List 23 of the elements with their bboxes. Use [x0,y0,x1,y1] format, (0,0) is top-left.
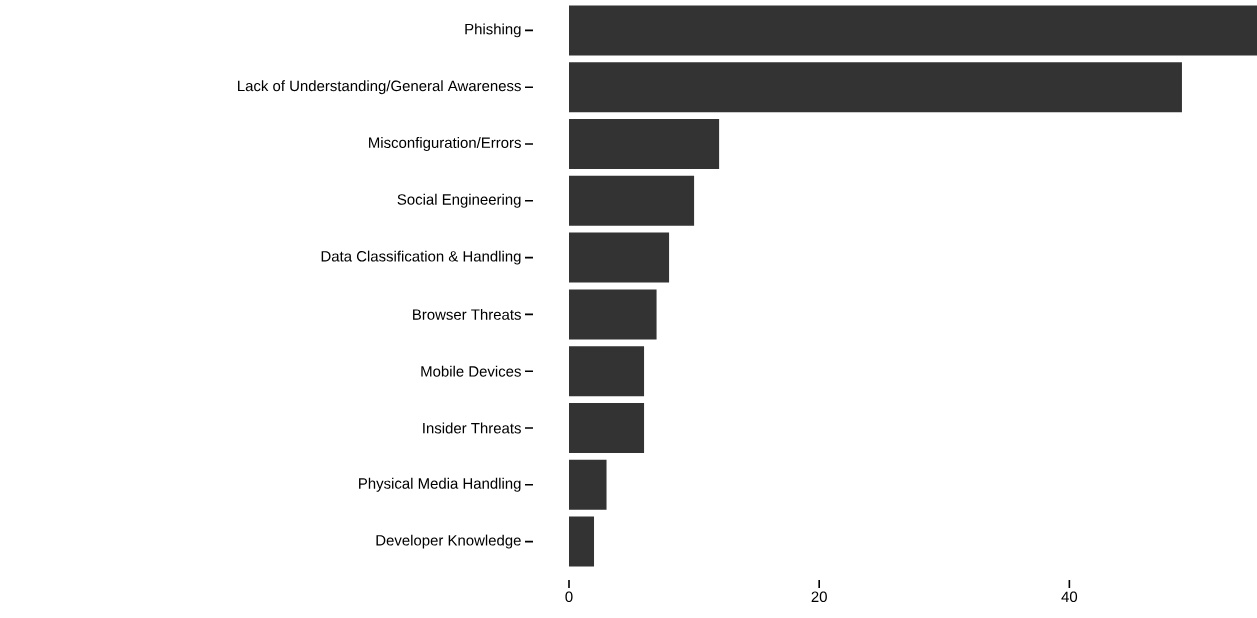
y-tick-label: Social Engineering [397,193,521,208]
y-tick-label: Mobile Devices [421,365,521,377]
y-tick-label: Physical Media Handling [359,477,521,492]
bar [569,516,595,567]
y-tick-label: Lack of Understanding/General Awareness [238,80,521,95]
bar [569,459,607,510]
x-tick-label: 0 [565,591,573,603]
x-tick-label: 20 [811,591,827,603]
bar [569,118,720,169]
bar [569,175,695,226]
y-tick-label: Developer Knowledge [376,534,521,549]
bar [569,289,657,340]
bar [569,402,645,453]
y-tick-label: Data Classification & Handling [321,250,521,265]
y-tick-label: Insider Threats [423,422,521,434]
y-tick-label: Misconfiguration/Errors [369,137,521,151]
bar [569,62,1182,113]
x-tick-label: 40 [1061,591,1078,603]
bar [569,232,670,283]
bar [569,5,1257,56]
y-tick-label: Browser Threats [413,308,521,320]
y-tick-label: Phishing [465,23,521,38]
bar [569,346,645,397]
